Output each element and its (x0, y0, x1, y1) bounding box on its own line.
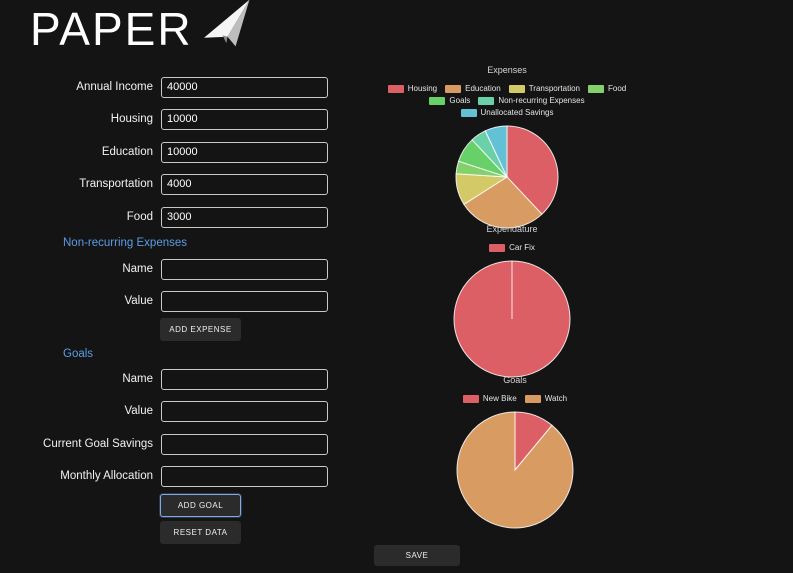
legend-label: New Bike (482, 394, 517, 403)
legend-item[interactable]: Non-recurring Expenses (478, 96, 585, 105)
current-goal-savings-label: Current Goal Savings (43, 438, 153, 450)
legend-label: Transportation (528, 84, 580, 93)
expenses-chart-title: Expenses (487, 65, 527, 75)
goals-pie-container (456, 411, 574, 529)
legend-swatch (429, 96, 446, 105)
expense-name-label: Name (122, 263, 153, 275)
legend-swatch (478, 96, 495, 105)
field-row-food: Food (0, 206, 328, 228)
legend-item[interactable]: Housing (387, 84, 438, 93)
food-label: Food (126, 211, 153, 223)
legend-swatch (460, 108, 477, 117)
transportation-label: Transportation (79, 178, 153, 190)
add-goal-button[interactable]: ADD GOAL (160, 494, 241, 517)
legend-swatch (508, 84, 525, 93)
logo-text: PAPER (30, 3, 193, 55)
legend-swatch (489, 243, 506, 252)
expense-value-label: Value (124, 295, 153, 307)
legend-swatch (445, 84, 462, 93)
field-row-goal-value: Value (0, 400, 328, 422)
paper-plane-icon (203, 0, 250, 47)
legend-swatch (588, 84, 604, 93)
goal-value-input[interactable] (161, 400, 328, 422)
field-row-housing: Housing (0, 108, 328, 130)
goal-name-input[interactable] (161, 368, 328, 390)
expense-value-input[interactable] (161, 290, 328, 312)
legend-item[interactable]: Unallocated Savings (460, 108, 554, 117)
expenses-pie-container (455, 125, 559, 229)
field-row-expense-value: Value (0, 290, 328, 312)
transportation-input[interactable] (161, 173, 328, 195)
annual-income-input[interactable] (161, 76, 328, 98)
field-row-monthly-allocation: Monthly Allocation (0, 465, 328, 487)
goals-heading: Goals (63, 348, 94, 360)
field-row-education: Education (0, 141, 328, 163)
field-row-transportation: Transportation (0, 173, 328, 195)
goals-chart-legend: New Bike Watch (462, 394, 568, 403)
field-row-current-goal-savings: Current Goal Savings (0, 433, 328, 455)
legend-label: Watch (544, 394, 568, 403)
pie-chart[interactable] (453, 260, 571, 378)
pie-slice[interactable] (456, 411, 574, 529)
expenditure-pie-container (453, 260, 571, 378)
current-goal-savings-input[interactable] (161, 433, 328, 455)
legend-label: Education (465, 84, 501, 93)
legend-swatch (524, 394, 541, 403)
legend-label: Unallocated Savings (480, 108, 554, 117)
legend-label: Goals (449, 96, 471, 105)
pie-chart[interactable] (455, 125, 559, 229)
education-input[interactable] (161, 141, 328, 163)
education-label: Education (101, 146, 153, 158)
field-row-goal-name: Name (0, 368, 328, 390)
legend-item[interactable]: Car Fix (489, 243, 535, 252)
expense-name-input[interactable] (161, 258, 328, 280)
expenditure-chart: Expendature Car Fix (392, 224, 632, 378)
monthly-allocation-label: Monthly Allocation (60, 470, 153, 482)
legend-label: Car Fix (509, 243, 535, 252)
save-button[interactable]: SAVE (374, 545, 460, 566)
housing-label: Housing (110, 113, 153, 125)
non-recurring-expenses-heading: Non-recurring Expenses (63, 237, 188, 249)
expenditure-chart-title: Expendature (486, 224, 538, 234)
expenses-chart-legend: Housing Education Transportation Food Goals N… (387, 84, 627, 117)
pie-slice[interactable] (506, 125, 559, 215)
pie-chart[interactable] (456, 411, 574, 529)
pie-slice[interactable] (463, 176, 543, 229)
legend-label: Food (608, 84, 627, 93)
expenses-chart: Expenses Housing Education Transportation F… (387, 65, 627, 229)
add-expense-button[interactable]: ADD EXPENSE (160, 318, 241, 341)
goal-value-label: Value (124, 405, 153, 417)
logo: PAPER (30, 0, 257, 55)
legend-label: Housing (407, 84, 438, 93)
legend-item[interactable]: Food (588, 84, 626, 93)
pie-slice[interactable] (484, 125, 508, 178)
food-input[interactable] (161, 206, 328, 228)
expenditure-chart-legend: Car Fix (489, 243, 535, 252)
legend-swatch (387, 84, 404, 93)
annual-income-label: Annual Income (76, 81, 153, 93)
legend-item[interactable]: Watch (524, 394, 568, 403)
goals-chart-title: Goals (503, 375, 527, 385)
field-row-expense-name: Name (0, 258, 328, 280)
reset-data-button[interactable]: RESET DATA (160, 521, 241, 544)
legend-item[interactable]: Goals (429, 96, 470, 105)
legend-swatch (462, 394, 479, 403)
field-row-annual-income: Annual Income (0, 76, 328, 98)
monthly-allocation-input[interactable] (161, 465, 328, 487)
legend-item[interactable]: New Bike (462, 394, 517, 403)
legend-label: Non-recurring Expenses (498, 96, 585, 105)
goals-chart: Goals New Bike Watch (395, 375, 635, 529)
legend-item[interactable]: Education (445, 84, 501, 93)
housing-input[interactable] (161, 108, 328, 130)
legend-item[interactable]: Transportation (508, 84, 580, 93)
goal-name-label: Name (122, 373, 153, 385)
